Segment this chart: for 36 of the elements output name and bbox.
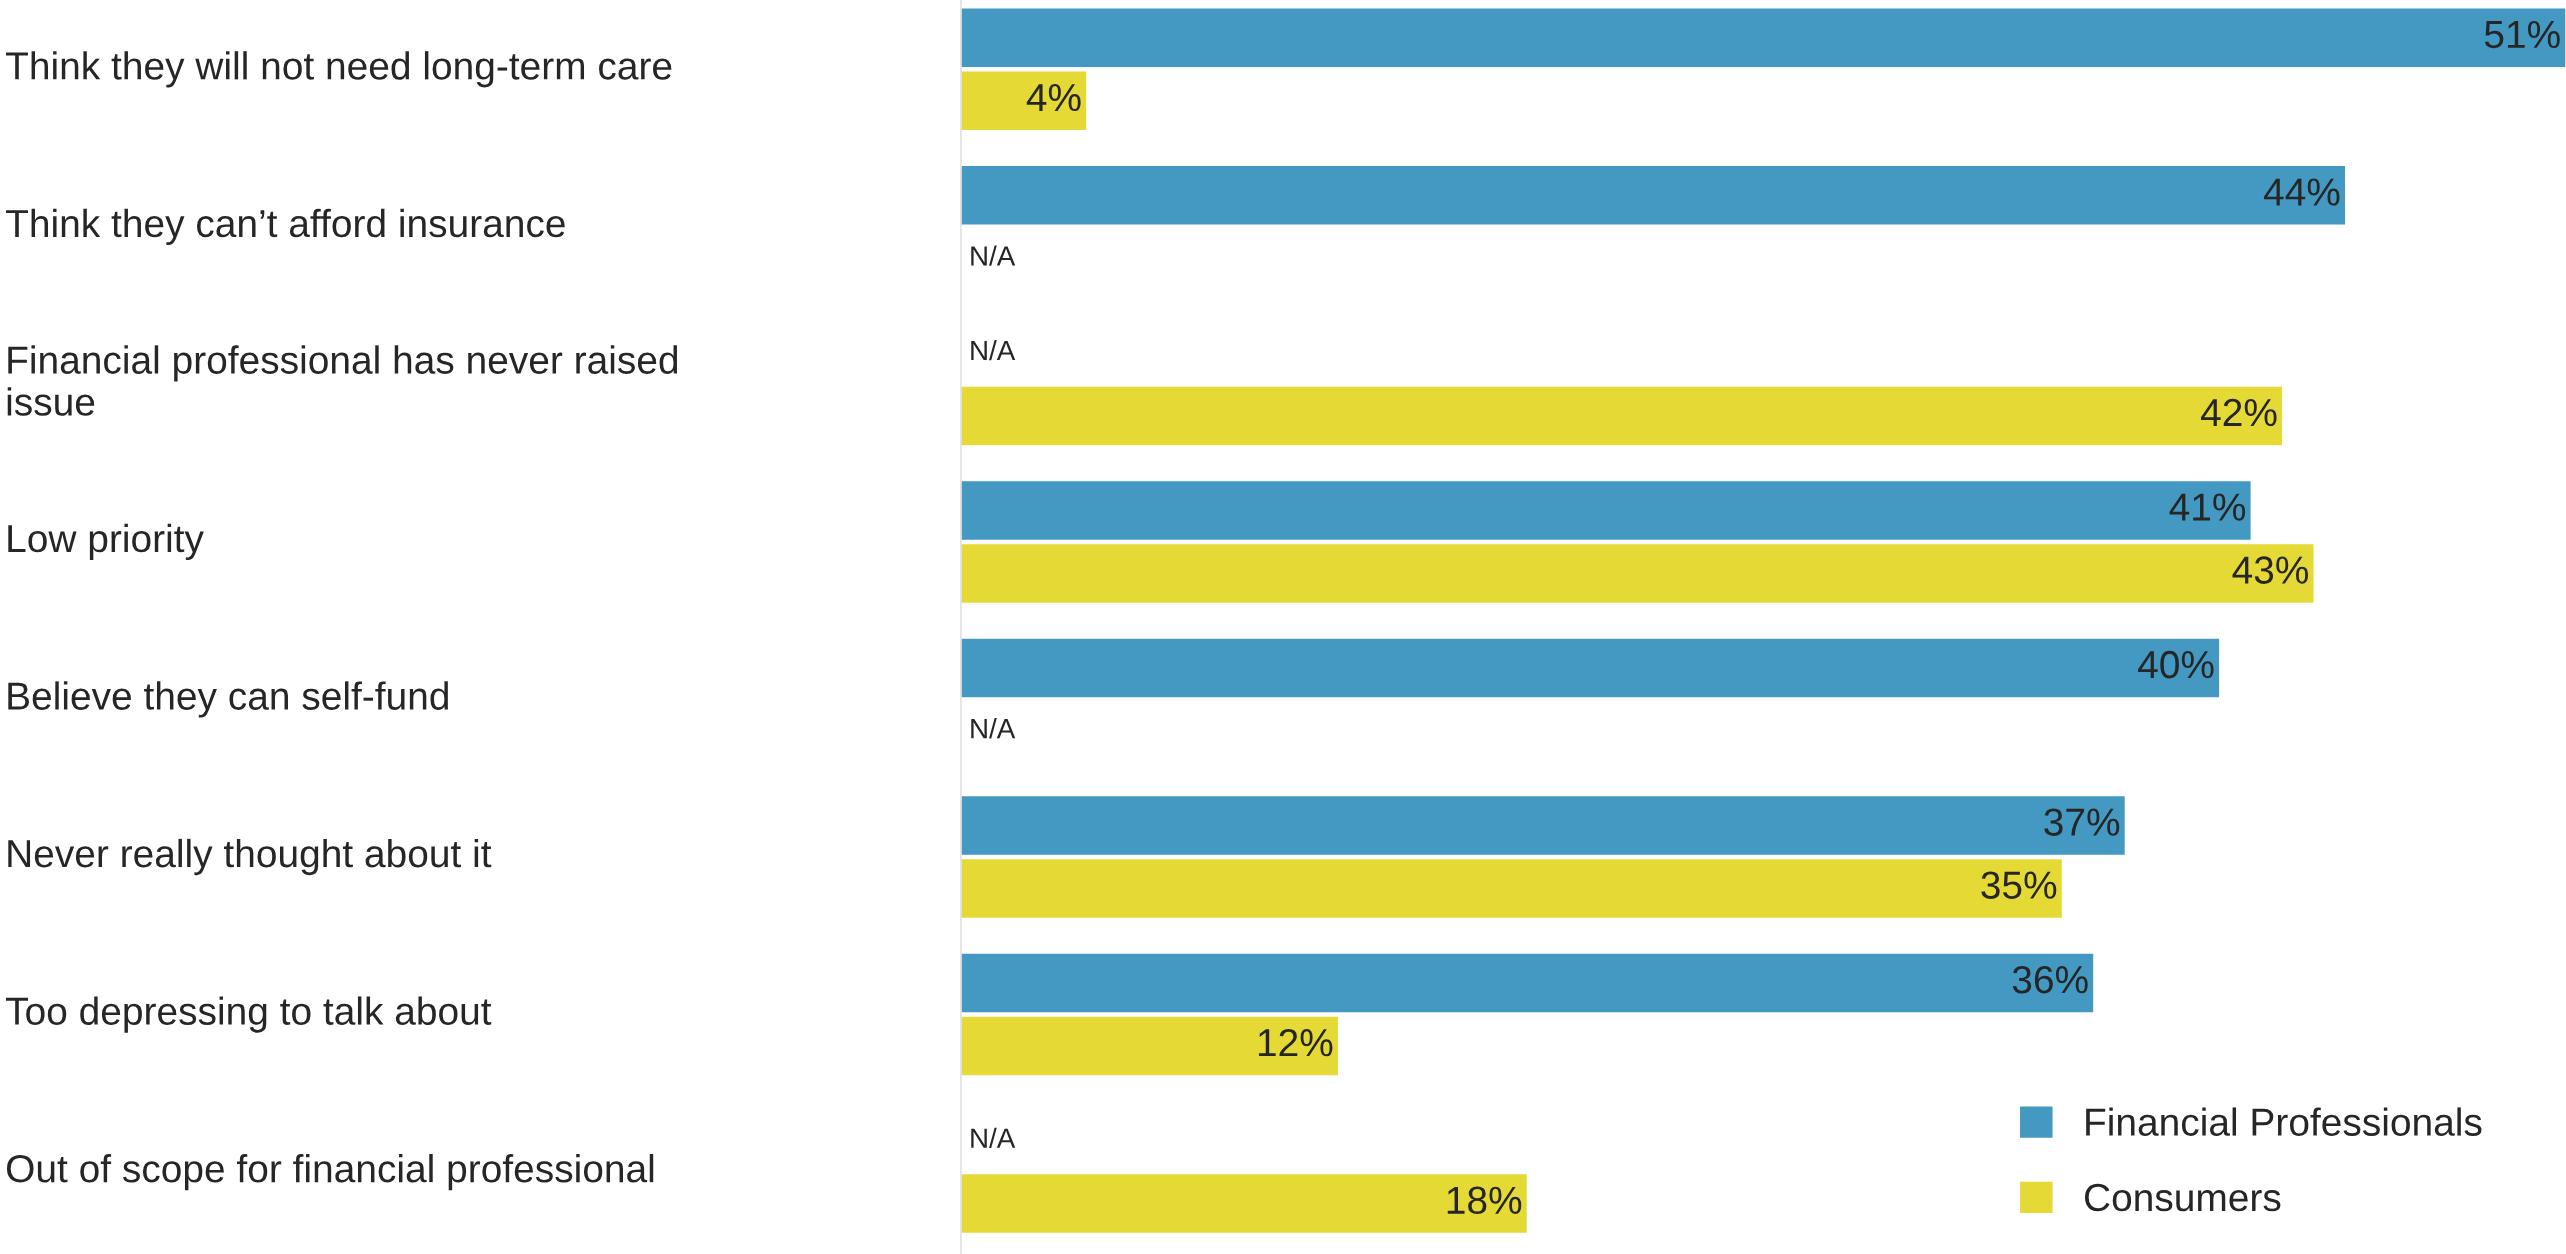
data-label: 42%: [2201, 398, 2277, 427]
bar: [960, 385, 2284, 447]
text: N/A: [971, 1127, 1016, 1149]
y-tick-label: Too depressing to talk about: [6, 996, 492, 1033]
text: N/A: [971, 339, 1016, 361]
data-label: 44%: [2263, 178, 2340, 206]
y-tick-label: Financial professional has never raised issue: [7, 345, 678, 416]
legend-label: Financial Professionals: [2086, 1107, 2482, 1136]
text: N/A: [971, 245, 1016, 266]
bar: [960, 7, 2566, 69]
bar: [960, 70, 1088, 132]
y-tick-label: Out of scope for financial professional: [6, 1153, 654, 1191]
data-label: 12%: [1258, 1028, 1333, 1057]
bar: [960, 637, 2221, 699]
legend-label: Consumers: [2084, 1183, 2281, 1212]
bar: [960, 794, 2127, 857]
data-label: 41%: [2169, 493, 2246, 521]
bar: [960, 164, 2347, 226]
data-label: 35%: [1981, 871, 2057, 899]
data-label: 36%: [2012, 965, 2088, 994]
y-tick-label: Think they will not need long-term care: [6, 51, 672, 88]
bar: [960, 479, 2252, 542]
data-label: 37%: [2044, 808, 2120, 836]
data-label: 51%: [2484, 20, 2560, 49]
text: N/A: [971, 718, 1016, 739]
bar: [960, 1172, 1529, 1235]
data-label: 18%: [1447, 1186, 1522, 1215]
data-label: 4%: [1026, 83, 1081, 112]
y-tick-label: Believe they can self-fund: [8, 681, 448, 718]
y-tick-label: Never really thought about it: [8, 838, 492, 876]
bar: [960, 857, 2064, 920]
bar: [960, 542, 2315, 605]
y-tick-label: Think they can’t afford insurance: [6, 208, 565, 245]
y-tick-label: Low priority: [8, 523, 204, 561]
data-label: 40%: [2138, 650, 2214, 679]
data-label: 43%: [2232, 556, 2309, 584]
